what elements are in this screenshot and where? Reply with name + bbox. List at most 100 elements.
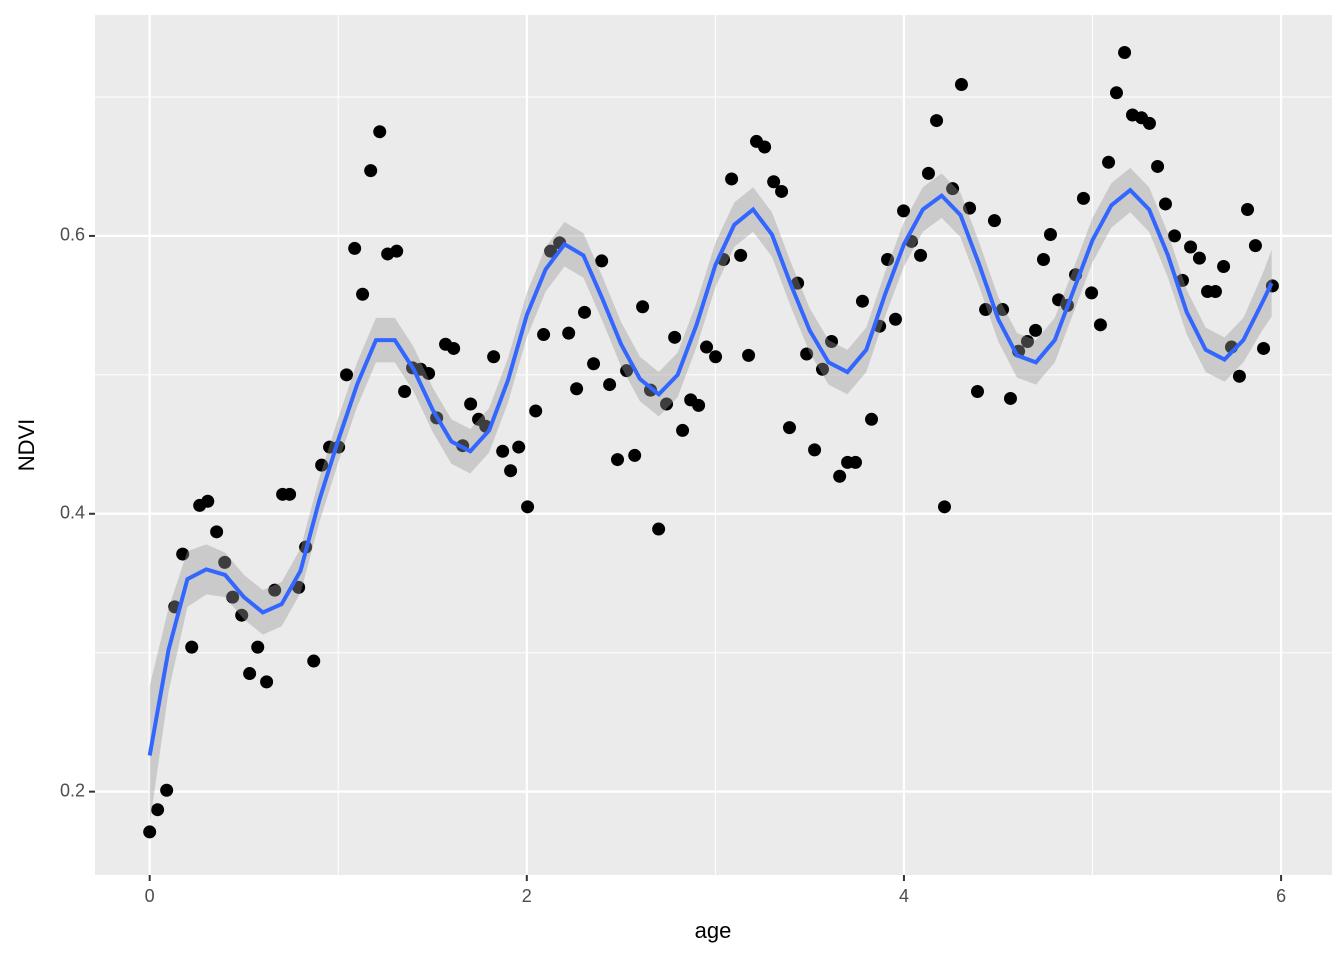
data-point — [1109, 86, 1123, 100]
x-tick-label: 0 — [145, 886, 155, 906]
data-point — [1184, 240, 1198, 254]
data-point — [865, 412, 879, 426]
data-point — [1168, 229, 1182, 243]
data-point — [914, 248, 928, 262]
data-point — [668, 330, 682, 344]
data-point — [201, 494, 215, 508]
data-point — [1085, 286, 1099, 300]
data-point — [848, 455, 862, 469]
y-tick-label: 0.6 — [60, 225, 85, 245]
data-point — [243, 667, 257, 681]
data-point — [226, 590, 240, 604]
data-point — [160, 783, 174, 797]
plot-panel — [95, 15, 1332, 875]
x-axis-title: age — [695, 918, 732, 943]
x-tick-label: 4 — [899, 886, 909, 906]
data-point — [218, 555, 232, 569]
data-point — [504, 464, 518, 478]
data-point — [775, 184, 789, 198]
data-point — [979, 303, 993, 317]
data-point — [464, 397, 478, 411]
data-point — [587, 357, 601, 371]
data-point — [897, 204, 911, 218]
data-point — [987, 214, 1001, 228]
data-point — [210, 525, 224, 539]
data-point — [946, 182, 960, 196]
data-point — [888, 312, 902, 326]
data-point — [1241, 203, 1255, 217]
data-point — [1036, 253, 1050, 267]
y-tick-label: 0.4 — [60, 503, 85, 523]
data-point — [356, 287, 370, 301]
data-point — [734, 248, 748, 262]
data-point — [487, 350, 501, 364]
data-point — [307, 654, 321, 668]
data-point — [815, 362, 829, 376]
data-point — [921, 166, 935, 180]
data-point — [151, 803, 165, 817]
data-point — [937, 500, 951, 514]
data-point — [562, 326, 576, 340]
data-point — [340, 368, 354, 382]
data-point — [422, 366, 436, 380]
data-point — [1076, 191, 1090, 205]
data-point — [185, 640, 199, 654]
data-point — [315, 458, 329, 472]
data-point — [709, 350, 723, 364]
data-point — [692, 398, 706, 412]
data-point — [521, 500, 535, 514]
data-point — [636, 300, 650, 314]
data-point — [1043, 228, 1057, 242]
data-point — [700, 340, 714, 354]
data-point — [1118, 46, 1132, 60]
data-point — [512, 440, 526, 454]
data-point — [1029, 323, 1043, 337]
data-point — [881, 253, 895, 267]
data-point — [283, 487, 297, 501]
data-point — [398, 385, 412, 399]
data-point — [767, 175, 781, 189]
x-tick-label: 6 — [1276, 886, 1286, 906]
y-tick-label: 0.2 — [60, 780, 85, 800]
data-point — [595, 254, 609, 268]
data-point — [268, 583, 282, 597]
data-point — [725, 172, 739, 186]
data-point — [676, 423, 690, 437]
data-point — [578, 305, 592, 319]
data-point — [954, 77, 968, 91]
y-axis-title: NDVI — [14, 419, 39, 472]
data-point — [1102, 155, 1116, 169]
data-point — [782, 421, 796, 435]
data-point — [1020, 334, 1034, 348]
data-point — [529, 404, 543, 418]
data-point — [1151, 159, 1165, 173]
data-point — [1093, 318, 1107, 332]
data-point — [825, 334, 839, 348]
smooth-line — [147, 187, 1274, 756]
data-point — [660, 397, 674, 411]
data-point — [496, 444, 510, 458]
data-point — [1232, 369, 1246, 383]
data-point — [348, 241, 362, 255]
data-point — [855, 294, 869, 308]
data-point — [963, 201, 977, 215]
data-point — [447, 341, 461, 355]
data-point — [364, 164, 378, 178]
data-point — [970, 385, 984, 399]
data-point — [1248, 239, 1262, 253]
data-point — [611, 453, 625, 467]
data-point — [251, 640, 265, 654]
data-point — [742, 348, 756, 362]
data-point — [544, 244, 558, 258]
data-point — [603, 378, 617, 392]
data-point — [930, 114, 944, 128]
data-point — [791, 276, 805, 290]
data-point — [1257, 341, 1271, 355]
data-point — [996, 303, 1010, 317]
data-point — [1217, 259, 1231, 273]
data-point — [292, 580, 306, 594]
data-point — [758, 140, 772, 154]
data-point — [1192, 251, 1206, 265]
